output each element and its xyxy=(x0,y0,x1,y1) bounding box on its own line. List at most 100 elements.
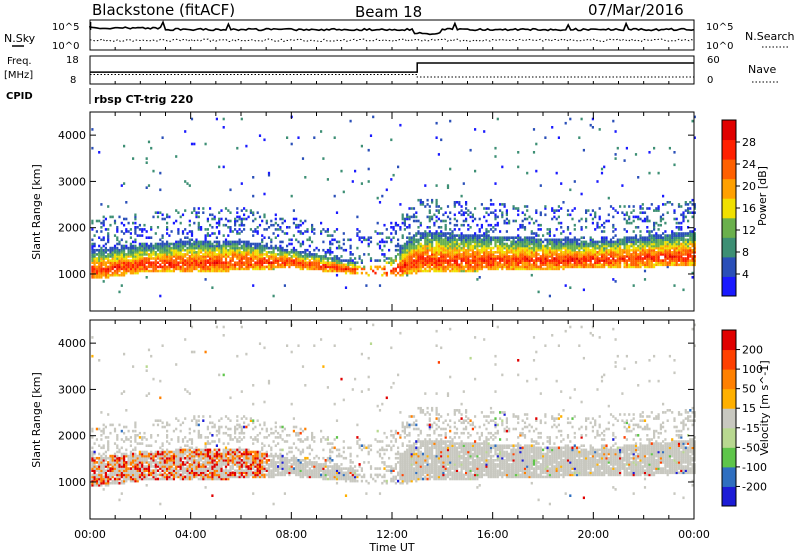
power-cell xyxy=(619,261,622,264)
power-cell xyxy=(156,226,160,229)
power-cell xyxy=(175,255,178,258)
power-cell xyxy=(510,240,513,244)
power-cell xyxy=(435,236,438,239)
power-cell xyxy=(231,244,234,248)
power-cell xyxy=(677,244,681,248)
power-cell xyxy=(526,242,529,246)
power-cell xyxy=(465,251,468,254)
power-cell xyxy=(290,242,293,246)
power-cell xyxy=(675,236,678,239)
power-cell xyxy=(458,255,461,258)
power-cell xyxy=(417,267,420,271)
power-cell xyxy=(467,246,470,250)
power-cell xyxy=(367,253,370,256)
power-cell xyxy=(571,217,574,221)
power-cell xyxy=(424,242,427,246)
power-cell xyxy=(453,261,456,264)
y-tick-label: 1000 xyxy=(58,268,86,281)
power-cell xyxy=(179,242,182,246)
power-cell xyxy=(494,238,497,242)
power-cell xyxy=(338,257,341,260)
power-cell xyxy=(444,257,447,260)
power-cell xyxy=(170,246,173,250)
power-cell xyxy=(406,267,409,271)
power-cell xyxy=(655,234,658,237)
power-cell xyxy=(367,244,370,248)
power-cell xyxy=(435,238,438,242)
power-cell xyxy=(406,251,409,254)
power-cell xyxy=(467,255,470,258)
power-cell xyxy=(424,236,427,239)
power-cell xyxy=(218,165,221,169)
power-cell xyxy=(170,261,173,264)
power-cell xyxy=(417,226,420,229)
power-cell xyxy=(408,236,411,239)
power-cell xyxy=(560,238,563,242)
power-cell xyxy=(569,259,572,262)
power-cell xyxy=(170,251,173,254)
power-cell xyxy=(530,251,533,254)
power-cell xyxy=(179,267,182,271)
power-cell xyxy=(594,244,597,248)
power-cell xyxy=(209,261,212,264)
power-cell xyxy=(435,259,438,262)
power-cell xyxy=(431,236,434,239)
power-cell xyxy=(607,219,610,223)
power-cell xyxy=(410,267,413,271)
power-cell xyxy=(107,259,110,262)
power-cell xyxy=(578,255,581,258)
power-cell xyxy=(184,242,187,246)
power-cell xyxy=(161,261,164,264)
power-cell xyxy=(476,244,479,248)
power-cell xyxy=(91,267,94,271)
power-cell xyxy=(134,240,137,244)
power-cell xyxy=(392,259,395,262)
power-cell xyxy=(555,248,558,252)
power-cell xyxy=(102,261,105,264)
power-cell xyxy=(177,246,180,250)
power-cell xyxy=(410,255,413,258)
velocity-cell xyxy=(134,473,137,477)
power-cell xyxy=(526,209,529,212)
power-cell xyxy=(299,219,302,223)
velocity-cell xyxy=(104,469,107,472)
power-cell xyxy=(455,248,459,252)
velocity-cell xyxy=(107,481,110,485)
power-cell xyxy=(311,253,314,256)
power-cell xyxy=(172,267,175,271)
power-cell xyxy=(580,236,583,239)
power-cell xyxy=(340,246,343,250)
power-cell xyxy=(465,201,468,204)
power-cell xyxy=(369,236,373,239)
power-cell xyxy=(132,257,135,260)
power-cell xyxy=(553,209,556,212)
power-cell xyxy=(530,267,533,271)
power-cell xyxy=(476,278,479,281)
power-cell xyxy=(521,251,524,254)
power-cell xyxy=(460,257,463,260)
power-cell xyxy=(600,259,604,262)
velocity-cell xyxy=(98,475,101,479)
velocity-cell xyxy=(134,440,137,443)
power-cell xyxy=(356,265,359,269)
power-cell xyxy=(616,255,619,258)
power-cell xyxy=(435,244,438,248)
power-cell xyxy=(98,265,101,269)
power-cell xyxy=(492,230,495,233)
velocity-cell xyxy=(91,469,94,472)
power-cell xyxy=(120,261,123,264)
power-cell xyxy=(553,248,556,252)
power-cell xyxy=(297,253,300,256)
power-cell xyxy=(465,265,468,269)
velocity-cell xyxy=(118,498,121,502)
power-cell xyxy=(431,259,434,262)
power-cell xyxy=(514,246,517,250)
power-cell xyxy=(499,257,502,260)
velocity-cell xyxy=(127,463,130,466)
power-cell xyxy=(465,255,468,258)
power-cell xyxy=(478,238,481,242)
power-cell xyxy=(200,226,203,229)
power-cell xyxy=(338,267,341,271)
power-cell xyxy=(657,253,660,256)
power-cell xyxy=(677,226,681,229)
